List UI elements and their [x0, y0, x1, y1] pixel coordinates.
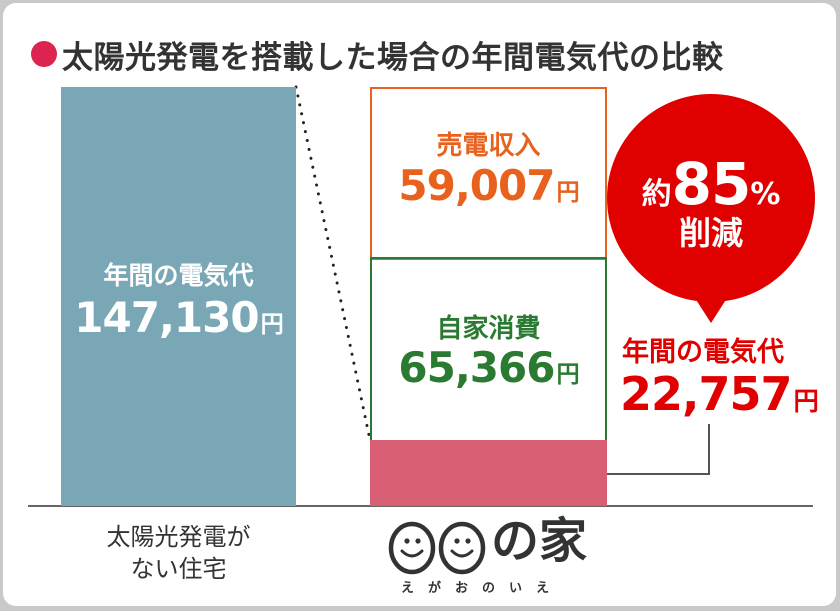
chart-lines — [28, 85, 815, 507]
bar-without-solar — [61, 87, 296, 506]
bar-without-solar-label: 年間の電気代 — [103, 261, 254, 290]
callout-text-row: 約85% — [607, 155, 815, 213]
self-consumption-label: 自家消費 — [436, 314, 541, 344]
callout-percent: 85 — [671, 150, 752, 218]
connector-line — [584, 424, 710, 475]
dotted-guide-line — [294, 85, 372, 442]
self-consumption-value-row: 65,366円 — [370, 347, 607, 389]
callout-percent-sign: % — [750, 177, 781, 212]
chart-card: 太陽光発電を搭載した場合の年間電気代の比較 年間の電気代 147,130円 売電… — [3, 3, 836, 606]
category-label-line2: ない住宅 — [130, 555, 227, 583]
sell-income-value: 59,007 — [398, 161, 555, 210]
segment-sell-income — [370, 87, 607, 260]
chart-title: 太陽光発電を搭載した場合の年間電気代の比較 — [62, 39, 724, 76]
callout-prefix: 約 — [641, 177, 672, 212]
brand-logo: の家 えがおのいえ — [387, 515, 597, 600]
remaining-cost-value: 22,757 — [620, 367, 793, 421]
yen-unit: 円 — [260, 312, 284, 338]
sell-income-label: 売電収入 — [436, 131, 541, 161]
callout-bubble — [607, 94, 815, 302]
yen-unit: 円 — [556, 180, 579, 206]
yen-unit: 円 — [793, 387, 819, 416]
self-consumption-value: 65,366 — [398, 343, 555, 392]
bar-without-solar-value-row: 147,130円 — [61, 297, 296, 339]
category-label-line1: 太陽光発電が — [106, 523, 251, 551]
sell-income-value-row: 59,007円 — [370, 165, 607, 207]
yen-unit: 円 — [556, 362, 579, 388]
bar-without-solar-value: 147,130 — [74, 293, 259, 342]
callout-tail — [693, 295, 729, 323]
logo-reading: えがおのいえ — [401, 581, 564, 596]
category-label-without-solar: 太陽光発電が ない住宅 — [61, 521, 296, 585]
remaining-cost-value-row: 22,757円 — [620, 371, 819, 417]
bullet-dot-icon — [31, 41, 57, 67]
callout-reduction: 削減 — [678, 214, 743, 252]
segment-remaining-cost — [370, 440, 607, 506]
chart-title-row: 太陽光発電を搭載した場合の年間電気代の比較 — [31, 31, 724, 77]
remaining-cost-label: 年間の電気代 — [622, 337, 784, 368]
smiley-faces-icon — [388, 521, 486, 575]
logo-main-text: の家 — [491, 513, 588, 569]
